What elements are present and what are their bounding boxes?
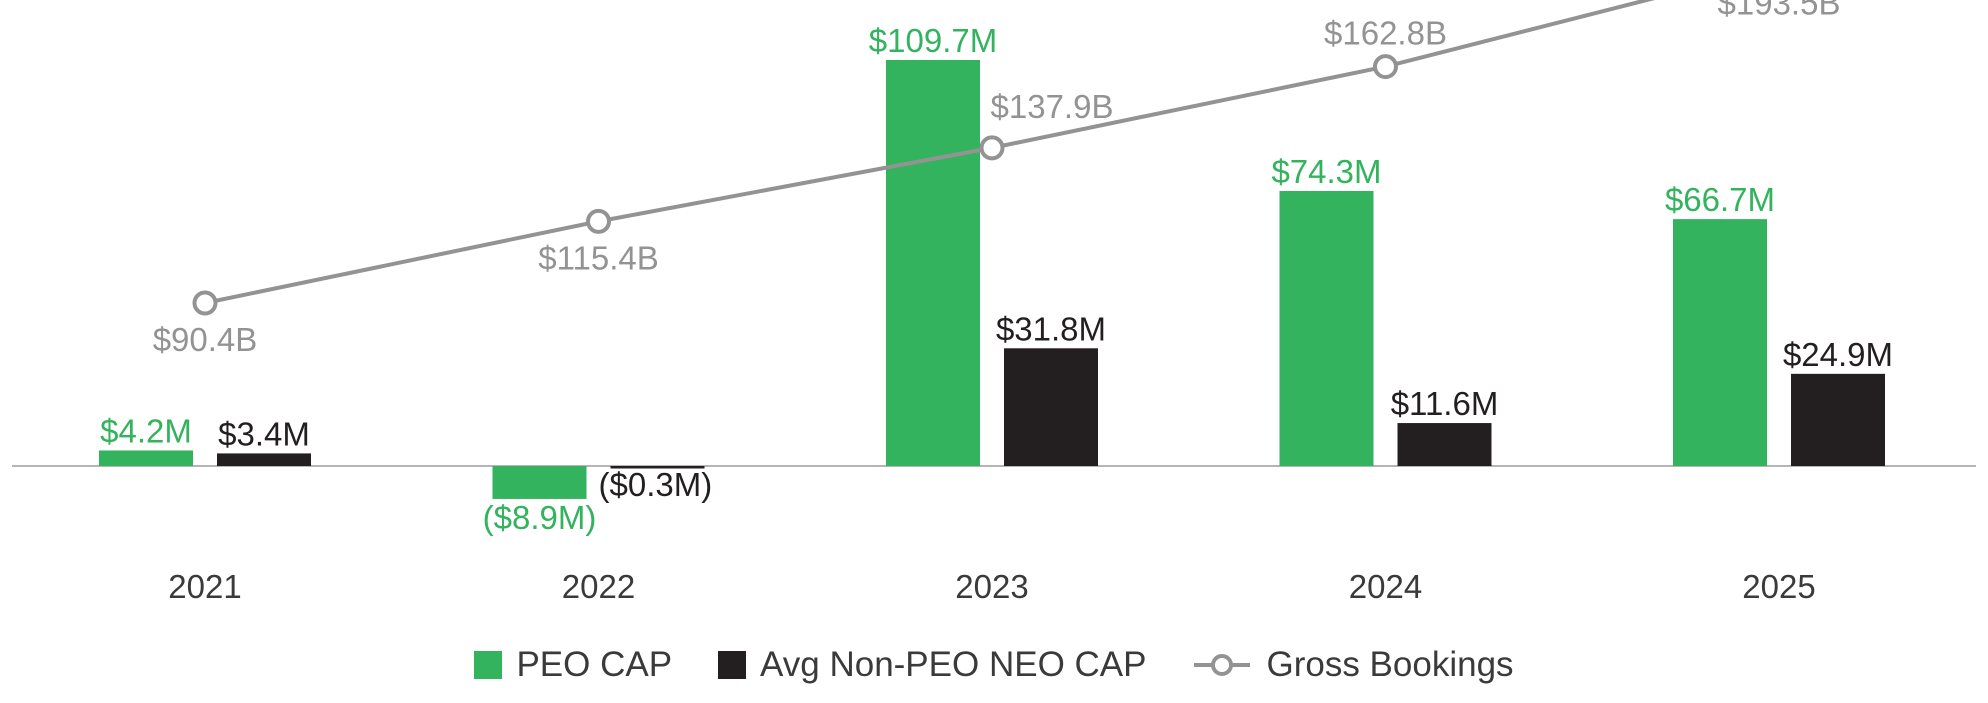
- bar-peo-cap-2024: [1279, 190, 1374, 467]
- bar-peo-cap-2022: [492, 466, 587, 499]
- legend-item-gross-bookings[interactable]: Gross Bookings: [1192, 645, 1514, 685]
- data-label-peo-cap-2025: $66.7M: [1665, 181, 1775, 218]
- data-label-gross-bookings-2024: $162.8B: [1324, 15, 1447, 52]
- data-label-peo-cap-2021: $4.2M: [100, 412, 192, 449]
- data-label-avg-non-peo-neo-cap-2021: $3.4M: [218, 415, 310, 452]
- data-label-peo-cap-2024: $74.3M: [1271, 153, 1381, 190]
- x-tick-label-2025: 2025: [1742, 568, 1815, 605]
- legend: PEO CAP Avg Non-PEO NEO CAP Gross Bookin…: [0, 645, 1988, 685]
- gross-bookings-point-2024: [1373, 54, 1398, 80]
- data-label-gross-bookings-2023: $137.9B: [991, 88, 1114, 125]
- data-label-avg-non-peo-neo-cap-2023: $31.8M: [996, 310, 1106, 347]
- x-tick-label-2023: 2023: [955, 568, 1028, 605]
- bar-avg-non-peo-neo-cap-2022: [610, 466, 705, 469]
- data-label-avg-non-peo-neo-cap-2024: $11.6M: [1391, 385, 1499, 422]
- legend-label-avg-non-peo-neo-cap: Avg Non-PEO NEO CAP: [760, 645, 1147, 684]
- x-tick-label-2024: 2024: [1349, 568, 1422, 605]
- black-square-swatch-icon: [718, 651, 747, 679]
- data-label-avg-non-peo-neo-cap-2025: $24.9M: [1783, 336, 1893, 373]
- gross-bookings-point-2023: [979, 135, 1005, 161]
- bar-avg-non-peo-neo-cap-2025: [1791, 373, 1885, 466]
- gross-bookings-point-2022: [586, 208, 611, 234]
- bar-avg-non-peo-neo-cap-2021: [217, 453, 311, 466]
- x-tick-label-2022: 2022: [562, 568, 635, 605]
- legend-label-gross-bookings: Gross Bookings: [1266, 645, 1514, 684]
- data-label-gross-bookings-2021: $90.4B: [153, 321, 258, 358]
- bar-peo-cap-2021: [99, 450, 193, 466]
- green-square-swatch-icon: [474, 651, 503, 679]
- legend-label-peo-cap: PEO CAP: [516, 645, 673, 684]
- bar-peo-cap-2023: [886, 59, 980, 466]
- data-label-peo-cap-2023: $109.7M: [869, 22, 997, 59]
- bar-avg-non-peo-neo-cap-2024: [1397, 423, 1492, 466]
- gross-bookings-point-2021: [192, 290, 218, 316]
- line-circle-swatch-icon: [1194, 654, 1251, 676]
- bar-avg-non-peo-neo-cap-2023: [1004, 348, 1098, 466]
- legend-item-avg-non-peo-neo-cap[interactable]: Avg Non-PEO NEO CAP: [718, 645, 1146, 685]
- bar-peo-cap-2025: [1673, 219, 1767, 466]
- x-tick-label-2021: 2021: [168, 568, 241, 605]
- data-label-peo-cap-2022: ($8.9M): [483, 499, 597, 536]
- data-label-avg-non-peo-neo-cap-2022: ($0.3M): [599, 466, 713, 503]
- chart-canvas: $4.2M ($8.9M) $109.7M $74.3M $66.7M $3.4M ($0.…: [12, 0, 1976, 605]
- legend-item-peo-cap[interactable]: PEO CAP: [474, 645, 672, 685]
- data-label-gross-bookings-2022: $115.4B: [538, 239, 659, 276]
- data-label-gross-bookings-2025: $193.5B: [1718, 0, 1841, 21]
